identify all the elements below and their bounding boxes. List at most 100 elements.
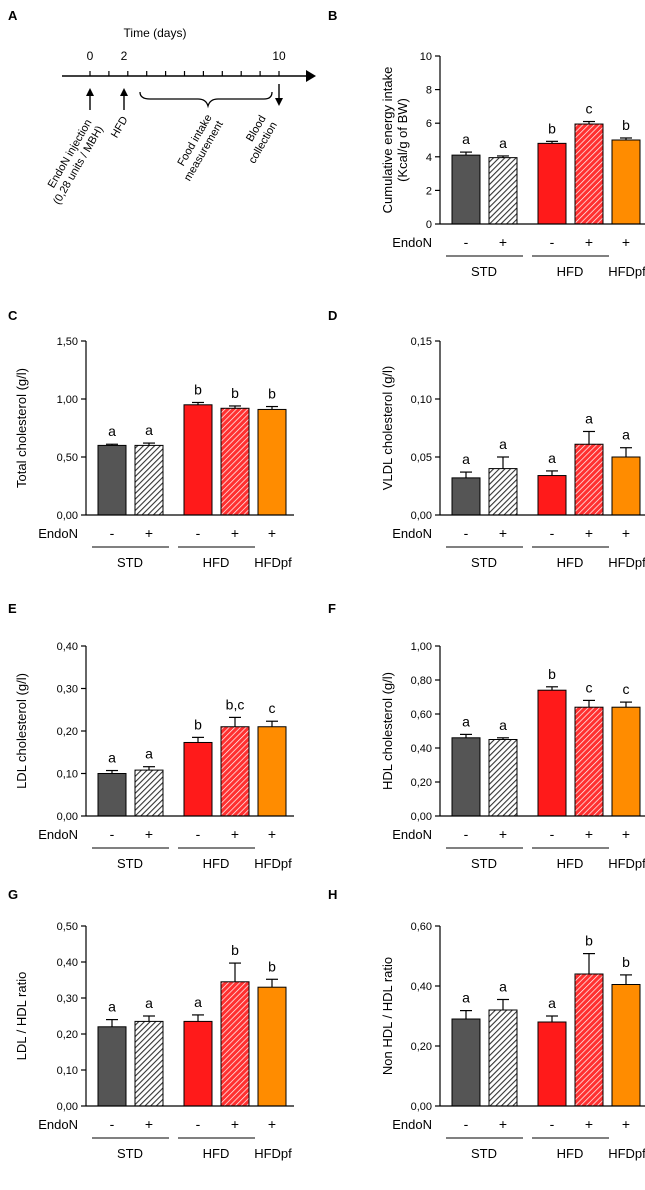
group-label-std: STD (117, 856, 143, 871)
y-tick-label: 0,00 (57, 510, 78, 522)
event-hfd-line-1: HFD (109, 114, 131, 140)
endon-sign: - (196, 525, 201, 541)
y-tick-label: 1,50 (57, 336, 78, 348)
endon-sign: + (585, 234, 593, 250)
significance-letter: a (462, 713, 470, 729)
endon-sign: + (622, 1116, 630, 1132)
significance-letter: b (268, 386, 276, 402)
significance-letter: a (462, 131, 470, 147)
group-label-hfd: HFD (203, 555, 230, 570)
endon-label: EndoN (392, 1117, 432, 1132)
endon-sign: - (550, 525, 555, 541)
y-axis-label: LDL / HDL ratio (14, 972, 29, 1061)
endon-sign: - (196, 1116, 201, 1132)
bar-chart-panels: B 0 2 4 6 8 10 Cumulative energy intake (Kcal/g … (8, 8, 645, 1161)
significance-letter: b (268, 958, 276, 974)
bar-hfd-plus (574, 706, 604, 817)
bar-std-plus (488, 157, 518, 225)
endon-sign: - (464, 826, 469, 842)
bar-std-minus (451, 154, 481, 225)
y-tick-label: 0,80 (411, 675, 432, 687)
significance-letter: b (548, 666, 556, 682)
panel-letter-a: A (8, 8, 18, 23)
significance-letter: a (145, 995, 153, 1011)
y-tick-label: 0,00 (411, 510, 432, 522)
y-tick-label: 0,00 (57, 1101, 78, 1113)
significance-letter: a (462, 990, 470, 1006)
bar-hfd-plus (220, 407, 250, 516)
group-label-std: STD (471, 1146, 497, 1161)
endon-sign: - (110, 525, 115, 541)
y-tick-label: 1,00 (57, 394, 78, 406)
endon-sign: + (145, 1116, 153, 1132)
y-axis-label: Cumulative energy intake (380, 67, 395, 214)
y-tick-label: 4 (426, 152, 432, 164)
significance-letter: c (269, 700, 276, 716)
group-label-std: STD (471, 856, 497, 871)
bar-hfdpf-plus (257, 726, 287, 817)
bar-hfdpf-plus (611, 706, 641, 817)
endon-sign: + (585, 1116, 593, 1132)
endon-sign: + (268, 826, 276, 842)
endon-sign: + (231, 525, 239, 541)
significance-letter: c (586, 679, 593, 695)
event-blood-collection: Blood collection (244, 114, 280, 166)
bar-std-plus (134, 444, 164, 516)
significance-letter: a (145, 422, 153, 438)
panel-g-chart: G 0,00 0,10 0,20 0,30 0,40 0,50 LDL / HDL ratio… (8, 887, 294, 1161)
group-label-hfd: HFD (557, 1146, 584, 1161)
panel-a-timeline: A Time (days) 0 2 10 EndoN injection (0,… (8, 8, 316, 207)
y-tick-label: 0 (426, 219, 432, 231)
bar-std-plus (488, 1009, 518, 1107)
panel-e-chart: E 0,00 0,10 0,20 0,30 0,40 LDL cholesterol (g/… (8, 601, 294, 871)
y-tick-label: 0,40 (411, 743, 432, 755)
panel-letter-g: G (8, 887, 18, 902)
group-label-std: STD (471, 555, 497, 570)
significance-letter: b (585, 933, 593, 949)
endon-sign: + (499, 525, 507, 541)
endon-sign: + (499, 826, 507, 842)
endon-label: EndoN (38, 526, 78, 541)
bar-hfd-minus (537, 142, 567, 225)
bar-std-minus (451, 477, 481, 516)
y-tick-label: 2 (426, 185, 432, 197)
timeline-title: Time (days) (124, 26, 187, 40)
bar-hfd-plus (220, 981, 250, 1107)
y-tick-label: 0,20 (57, 1029, 78, 1041)
bar-std-plus (488, 739, 518, 817)
event-hfd: HFD (109, 114, 131, 140)
group-label-hfdpf: HFDpf (608, 264, 645, 279)
significance-letter: b (622, 954, 630, 970)
significance-letter: a (499, 436, 507, 452)
y-tick-label: 0,10 (411, 394, 432, 406)
significance-letter: a (548, 995, 556, 1011)
endon-sign: + (585, 525, 593, 541)
y-axis-label: (Kcal/g of BW) (395, 98, 410, 182)
group-label-std: STD (117, 555, 143, 570)
significance-letter: a (108, 999, 116, 1015)
endon-label: EndoN (392, 827, 432, 842)
y-tick-label: 0,10 (57, 769, 78, 781)
significance-letter: a (499, 135, 507, 151)
bar-std-minus (97, 1026, 127, 1107)
significance-letter: a (108, 423, 116, 439)
endon-sign: + (622, 826, 630, 842)
food-intake-brace (139, 91, 273, 109)
endon-label: EndoN (392, 235, 432, 250)
group-label-std: STD (471, 264, 497, 279)
panel-letter-b: B (328, 8, 337, 23)
endon-label: EndoN (38, 1117, 78, 1132)
y-tick-label: 0,40 (57, 641, 78, 653)
endon-sign: - (464, 1116, 469, 1132)
y-tick-label: 6 (426, 118, 432, 130)
significance-letter: c (586, 101, 593, 117)
panel-letter-e: E (8, 601, 17, 616)
endon-sign: + (622, 525, 630, 541)
y-tick-label: 0,20 (411, 1041, 432, 1053)
endon-sign: - (110, 1116, 115, 1132)
group-label-hfd: HFD (557, 856, 584, 871)
bar-hfd-minus (537, 475, 567, 516)
y-tick-label: 0,15 (411, 336, 432, 348)
y-axis-label: Total cholesterol (g/l) (14, 368, 29, 488)
